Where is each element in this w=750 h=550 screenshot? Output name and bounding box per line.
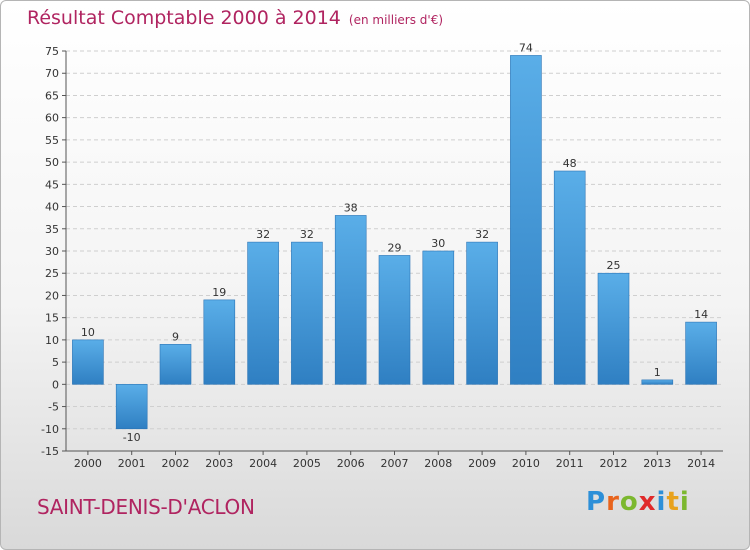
x-tick-label: 2013 — [643, 457, 671, 470]
y-tick-label: 20 — [45, 289, 59, 302]
bar — [72, 339, 104, 385]
y-tick-label: 40 — [45, 201, 59, 214]
y-tick-label: 45 — [45, 178, 59, 191]
chart-title: Résultat Comptable 2000 à 2014 (en millie… — [27, 7, 443, 29]
bar-value-label: 32 — [475, 228, 489, 241]
bar — [291, 241, 323, 385]
bar — [597, 272, 630, 385]
x-tick-label: 2005 — [293, 457, 321, 470]
bar-value-label: 1 — [654, 366, 661, 379]
bar — [334, 215, 367, 385]
bar-value-label: 10 — [81, 326, 95, 339]
proxiti-logo: Proxiti — [586, 487, 690, 517]
y-tick-label: 70 — [45, 67, 59, 80]
x-tick-label: 2007 — [381, 457, 409, 470]
x-tick-label: 2000 — [74, 457, 102, 470]
bar — [159, 344, 192, 385]
bar — [553, 170, 586, 385]
bar-value-label: -10 — [123, 431, 141, 444]
y-tick-label: 50 — [45, 156, 59, 169]
y-tick-label: 30 — [45, 245, 59, 258]
x-tick-label: 2008 — [424, 457, 452, 470]
x-tick-label: 2009 — [468, 457, 496, 470]
bar — [247, 241, 279, 385]
y-tick-label: 25 — [45, 267, 59, 280]
bar — [510, 55, 542, 385]
bar — [641, 379, 674, 385]
x-tick-label: 2001 — [118, 457, 146, 470]
y-tick-label: -5 — [48, 401, 59, 414]
y-tick-label: 15 — [45, 312, 59, 325]
bar-value-label: 14 — [694, 308, 708, 321]
bar — [378, 255, 411, 385]
y-tick-label: 5 — [52, 356, 59, 369]
bar-value-label: 38 — [344, 201, 358, 214]
y-tick-label: -15 — [41, 445, 59, 458]
chart-title-text: Résultat Comptable 2000 à 2014 — [27, 7, 341, 29]
bar — [422, 250, 455, 385]
x-tick-label: 2011 — [556, 457, 584, 470]
chart-subtitle: (en milliers d'€) — [348, 13, 444, 27]
y-tick-label: 0 — [52, 378, 59, 391]
bar-value-label: 74 — [519, 41, 533, 54]
y-tick-label: -10 — [41, 423, 59, 436]
y-tick-label: 35 — [45, 223, 59, 236]
x-tick-label: 2006 — [337, 457, 365, 470]
y-tick-label: 65 — [45, 89, 59, 102]
y-tick-label: 10 — [45, 334, 59, 347]
x-tick-label: 2010 — [512, 457, 540, 470]
bar-value-label: 32 — [256, 228, 270, 241]
bar-value-label: 30 — [431, 237, 445, 250]
x-tick-label: 2003 — [205, 457, 233, 470]
city-name: SAINT-DENIS-D'ACLON — [37, 495, 255, 519]
bar-value-label: 29 — [388, 241, 402, 254]
bar — [685, 321, 717, 385]
x-tick-label: 2014 — [687, 457, 715, 470]
bar — [115, 384, 148, 430]
y-tick-label: 60 — [45, 112, 59, 125]
bar-value-label: 25 — [607, 259, 621, 272]
bar-value-label: 32 — [300, 228, 314, 241]
y-tick-label: 75 — [45, 45, 59, 58]
bar — [466, 241, 498, 385]
y-tick-label: 55 — [45, 134, 59, 147]
bar — [203, 299, 236, 385]
bar-value-label: 19 — [212, 286, 226, 299]
bar-value-label: 48 — [563, 157, 577, 170]
x-tick-label: 2012 — [600, 457, 628, 470]
x-tick-label: 2004 — [249, 457, 277, 470]
x-tick-label: 2002 — [162, 457, 190, 470]
bar-value-label: 9 — [172, 330, 179, 343]
